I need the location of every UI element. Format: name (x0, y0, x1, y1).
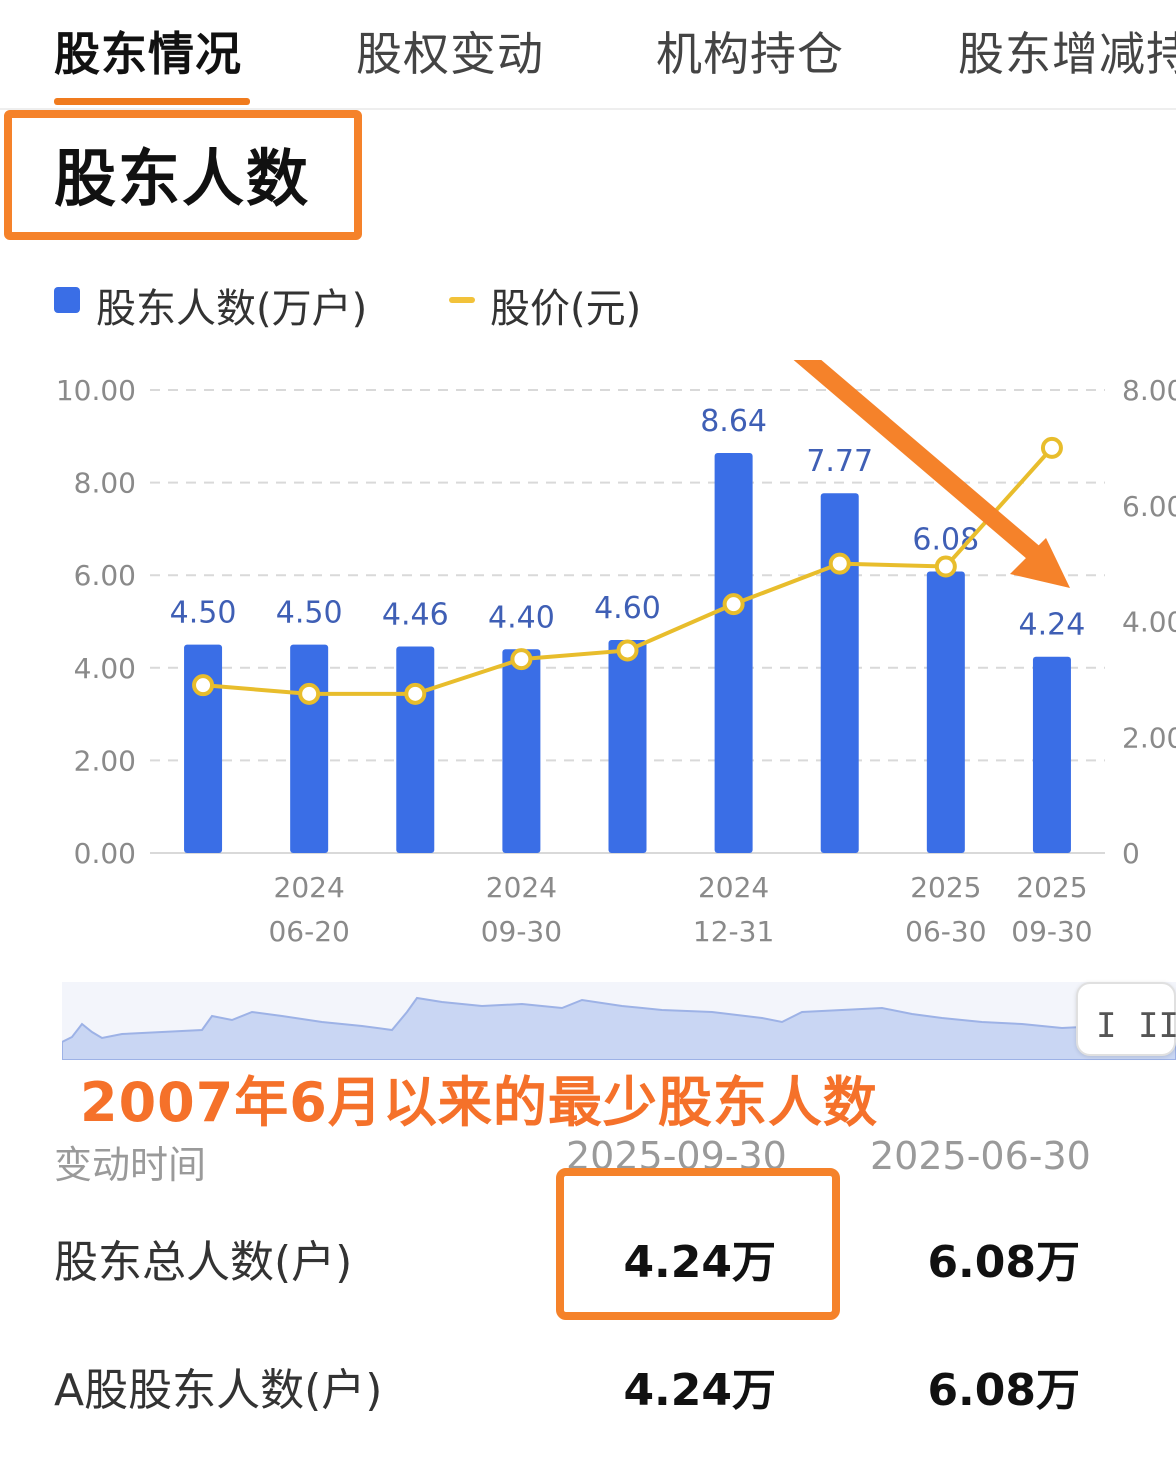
section-title: 股东人数 (54, 142, 311, 215)
legend-bar-swatch (54, 287, 80, 313)
bar-data-label: 4.46 (382, 598, 449, 633)
price-point (1040, 436, 1063, 459)
tab-shareholder-info[interactable]: 股东情况 (54, 27, 242, 81)
slider-grip-left-icon[interactable]: I (1096, 1006, 1117, 1046)
legend-line-label[interactable]: 股价(元) (490, 286, 642, 332)
active-tab-indicator (54, 98, 250, 105)
bar-data-label: 7.77 (806, 444, 873, 479)
x-tick-label-year: 2024 (274, 871, 345, 904)
x-tick-label-date: 06-20 (268, 915, 349, 948)
tab-shareholder-increase-decrease[interactable]: 股东增减持 (958, 27, 1176, 81)
y-left-tick-label: 6.00 (74, 559, 136, 592)
bar-data-label: 8.64 (700, 404, 767, 439)
chart-bar (926, 571, 965, 853)
price-point (828, 552, 851, 575)
x-tick-label-year: 2024 (486, 871, 557, 904)
y-right-tick-label: 6.00 (1122, 490, 1176, 523)
table-header-label: 变动时间 (54, 1143, 207, 1187)
x-tick-label-date: 06-30 (905, 915, 986, 948)
price-point (510, 648, 533, 671)
y-right-tick-label: 4.00 (1122, 606, 1176, 639)
price-point (192, 674, 215, 697)
table-cell-a-share-2: 6.08万 (927, 1365, 1080, 1416)
chart-bar (502, 649, 541, 853)
range-slider[interactable] (61, 982, 1176, 1061)
table-cell-a-share-1: 4.24万 (623, 1365, 776, 1416)
bar-data-label: 4.24 (1019, 608, 1086, 643)
table-row-label-a-share: A股股东人数(户) (54, 1365, 383, 1416)
bar-data-label: 4.50 (276, 596, 343, 631)
chart-bar (820, 493, 859, 853)
y-left-tick-label: 0.00 (74, 837, 136, 870)
chart-bar (608, 640, 647, 853)
chart-bar (184, 644, 223, 853)
x-tick-label-year: 2024 (698, 871, 769, 904)
tab-equity-change[interactable]: 股权变动 (356, 27, 544, 81)
trend-arrow-head-icon (1010, 538, 1070, 588)
price-point (298, 682, 321, 705)
price-point (722, 593, 745, 616)
chart-bar (1032, 656, 1071, 853)
trend-arrow-shaft (793, 360, 1051, 569)
x-tick-label-year: 2025 (1016, 871, 1087, 904)
table-header-date-2: 2025-06-30 (870, 1134, 1091, 1178)
slider-handle[interactable]: I III (1076, 982, 1176, 1056)
x-tick-label-date: 09-30 (481, 915, 562, 948)
table-cell-total-1: 4.24万 (623, 1237, 776, 1288)
chart-bar (396, 646, 435, 853)
y-right-tick-label: 8.00 (1122, 374, 1176, 407)
y-right-tick-label: 0 (1122, 837, 1140, 870)
table-cell-total-2: 6.08万 (927, 1237, 1080, 1288)
x-tick-label-year: 2025 (910, 871, 981, 904)
y-right-tick-label: 2.00 (1122, 721, 1176, 754)
chart-bar (290, 644, 329, 853)
value-highlight-box (556, 1168, 840, 1320)
price-point (404, 682, 427, 705)
title-highlight-box (4, 110, 362, 240)
bar-data-label: 4.60 (594, 591, 661, 626)
tab-institution-holdings[interactable]: 机构持仓 (656, 27, 844, 81)
slider-overview-area (61, 996, 1176, 1061)
table-row-label-total: 股东总人数(户) (54, 1237, 353, 1288)
chart-bar (714, 452, 753, 853)
y-left-tick-label: 8.00 (74, 467, 136, 500)
y-left-tick-label: 10.00 (56, 374, 136, 407)
y-left-tick-label: 4.00 (74, 652, 136, 685)
price-point (616, 639, 639, 662)
legend-line-swatch (449, 297, 475, 303)
x-tick-label-date: 12-31 (693, 915, 774, 948)
bar-data-label: 4.50 (170, 596, 237, 631)
price-point (934, 555, 957, 578)
annotation-text: 2007年6月以来的最少股东人数 (80, 1071, 878, 1134)
tab-bar: 股东情况 股权变动 机构持仓 股东增减持 (0, 0, 1176, 110)
legend-bar-label[interactable]: 股东人数(万户) (96, 286, 368, 332)
shareholder-chart: 0.00 2.00 4.00 6.00 8.00 10.00 0 2.00 4.00 6.00 8.… (56, 360, 1176, 948)
x-tick-label-date: 09-30 (1011, 915, 1092, 948)
bar-data-label: 4.40 (488, 600, 555, 635)
y-left-tick-label: 2.00 (74, 744, 136, 777)
slider-grip-right-icon[interactable]: III (1138, 1006, 1176, 1046)
